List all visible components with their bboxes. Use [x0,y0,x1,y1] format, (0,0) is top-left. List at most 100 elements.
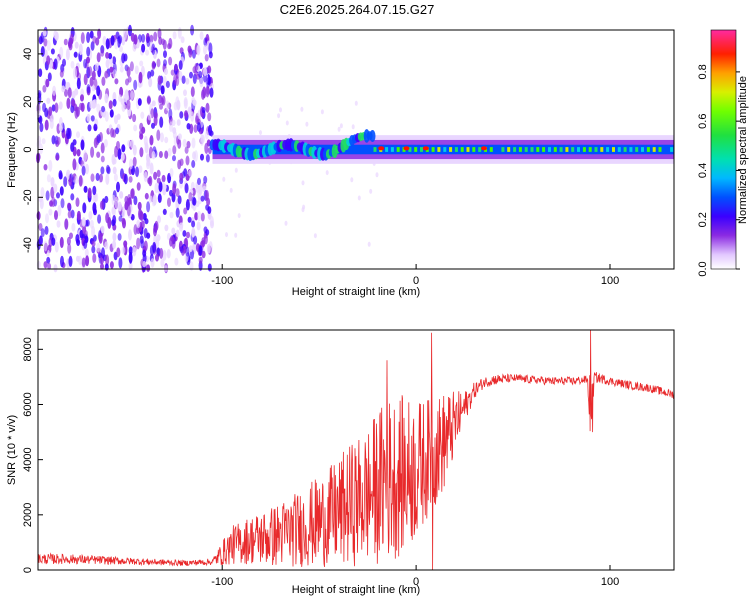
heatmap-noise-cell [80,32,85,44]
heatmap-peak-cell [422,146,429,151]
heatmap-noise-cell [161,95,166,106]
heatmap-noise-cell [90,41,95,51]
heatmap-noise-cell [201,240,206,248]
colorbar-frame [710,29,737,270]
heatmap-noise-cell [179,172,184,181]
heatmap-noise-cell [121,217,126,225]
heatmap-noise-cell [152,241,157,253]
heatmap-noise-cell [375,172,379,178]
heatmap-noise-cell [141,126,146,134]
heatmap-noise-cell [65,81,70,91]
heatmap-noise-cell [96,133,101,144]
heatmap-noise-cell [84,248,89,258]
heatmap-noise-cell [174,63,178,72]
heatmap-noise-cell [126,204,131,217]
heatmap-signal-cell [420,147,423,152]
heatmap-noise-cell [112,69,117,79]
heatmap-noise-cell [229,187,233,193]
heatmap-noise-cell [158,150,163,159]
heatmap-signal-cell [612,147,615,152]
heatmap-noise-cell [67,202,71,210]
heatmap-noise-cell [92,35,97,44]
heatmap-noise-cell [146,201,151,213]
heatmap-noise-cell [111,194,116,206]
heatmap-noise-cell [119,46,123,53]
heatmap-noise-cell [83,239,88,250]
heatmap-noise-cell [128,261,133,270]
heatmap-noise-cell [106,166,111,175]
heatmap-noise-cell [49,118,54,130]
heatmap-noise-cell [56,192,60,199]
heatmap-noise-cell [200,212,205,222]
heatmap-noise-cell [112,56,117,65]
heatmap-noise-cell [144,192,149,200]
heatmap-noise-cell [139,133,144,140]
snr-x-tick-label: 0 [413,576,419,588]
heatmap-noise-cell [163,59,167,67]
heatmap-noise-cell [66,127,71,140]
heatmap-noise-cell [112,166,117,175]
heatmap-noise-cell [45,78,50,88]
heatmap-signal-cell [478,147,482,152]
heatmap-noise-cell [46,97,51,104]
heatmap-noise-cell [104,195,109,204]
heatmap-noise-cell [100,155,105,163]
heatmap-signal-cell [664,147,668,152]
heatmap-noise-cell [143,171,148,183]
heatmap-noise-cell [178,70,183,81]
heatmap-noise-cell [185,246,190,257]
heatmap-noise-cell [91,225,96,238]
heatmap-noise-cell [139,211,144,221]
heatmap-noise-cell [210,220,214,229]
heatmap-noise-cell [61,85,66,93]
heatmap-noise-cell [118,215,123,222]
heatmap-noise-cell [83,58,88,69]
heatmap-noise-cell [104,111,109,122]
heatmap-noise-cell [193,235,198,245]
heatmap-noise-cell [158,94,163,104]
heatmap-noise-cell [179,222,184,229]
heatmap-noise-cell [160,258,165,268]
heatmap-noise-cell [97,28,102,40]
heatmap-noise-cell [118,35,123,44]
heatmap-noise-cell [162,208,167,216]
heatmap-noise-cell [96,52,101,63]
heatmap-noise-cell [199,77,204,88]
heatmap-noise-cell [74,106,79,119]
heatmap-signal-cell [385,147,389,152]
heatmap-noise-cell [38,36,43,45]
heatmap-signal-cell [641,147,644,152]
heatmap-noise-cell [146,264,151,272]
heatmap-noise-cell [285,120,289,126]
heatmap-noise-cell [208,124,212,136]
heatmap-noise-cell [175,96,180,108]
heatmap-noise-cell [86,83,91,94]
heatmap-noise-cell [83,185,88,193]
heatmap-signal-cell [495,147,499,152]
snr-y-ticks: 0 2000 4000 6000 8000 [22,337,43,573]
heatmap-noise-cell [140,111,145,119]
heatmap-noise-cell [155,253,159,262]
heatmap-noise-cell [188,192,193,202]
heatmap-noise-cell [46,40,51,52]
heatmap-noise-cell [112,232,117,242]
heatmap-noise-cell [81,217,86,227]
heatmap-noise-cell [157,28,162,39]
heatmap-y-tick-label: 40 [22,48,34,60]
heatmap-noise-cell [140,239,145,249]
heatmap-noise-cell [203,67,208,77]
heatmap-noise-cell [79,102,83,111]
heatmap-noise-cell [88,66,93,77]
heatmap-noise-cell [90,173,95,182]
heatmap-noise-cell [41,138,46,145]
heatmap-noise-cell [207,263,212,272]
heatmap-noise-cell [46,174,51,183]
heatmap-noise-cell [121,102,126,113]
heatmap-y-tick-label: 0 [22,146,34,152]
heatmap-noise-cell [154,112,159,119]
heatmap-noise-cell [369,188,373,194]
snr-y-tick-label: 2000 [22,503,34,527]
heatmap-noise-cell [115,127,120,135]
heatmap-noise-cell [58,170,63,180]
